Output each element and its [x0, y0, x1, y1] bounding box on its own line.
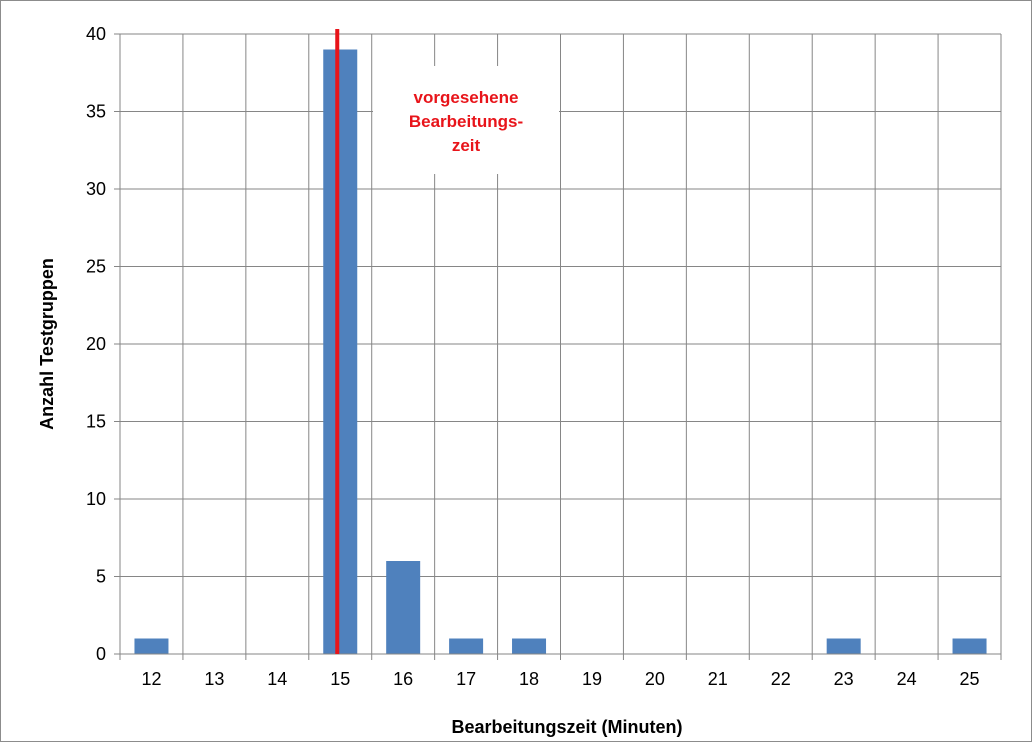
x-tick-label: 22 — [771, 669, 791, 689]
y-tick-label: 30 — [86, 179, 106, 199]
bar — [952, 638, 987, 654]
gridlines — [120, 33, 1002, 654]
bar — [449, 638, 484, 654]
annotation-line: Bearbeitungs- — [409, 112, 523, 131]
x-tick-labels: 12 13 14 15 16 17 18 19 20 21 22 23 24 25 — [141, 669, 979, 689]
x-tick-label: 25 — [960, 669, 980, 689]
x-tick-label: 12 — [141, 669, 161, 689]
x-tick-label: 13 — [204, 669, 224, 689]
x-tick-label: 16 — [393, 669, 413, 689]
y-tick-label: 40 — [86, 24, 106, 44]
x-tick-label: 14 — [267, 669, 287, 689]
annotation-line: vorgesehene — [414, 88, 519, 107]
y-axis-title: Anzahl Testgruppen — [37, 258, 57, 430]
x-tick-label: 21 — [708, 669, 728, 689]
y-tick-label: 0 — [96, 644, 106, 664]
annotation-background — [373, 66, 559, 174]
x-tick-label: 19 — [582, 669, 602, 689]
bar — [386, 561, 421, 654]
y-tick-label: 25 — [86, 257, 106, 277]
axes — [114, 33, 1002, 660]
bar — [134, 638, 169, 654]
x-tick-label: 20 — [645, 669, 665, 689]
y-tick-label: 35 — [86, 102, 106, 122]
y-tick-label: 20 — [86, 334, 106, 354]
x-tick-label: 17 — [456, 669, 476, 689]
bar — [512, 638, 547, 654]
y-tick-label: 5 — [96, 567, 106, 587]
bar — [826, 638, 861, 654]
x-axis-title: Bearbeitungszeit (Minuten) — [451, 717, 682, 737]
annotation: vorgesehene Bearbeitungs-zeit — [373, 66, 559, 174]
bar — [323, 49, 358, 654]
y-tick-label: 10 — [86, 489, 106, 509]
x-tick-label: 24 — [897, 669, 917, 689]
x-tick-label: 15 — [330, 669, 350, 689]
x-tick-label: 18 — [519, 669, 539, 689]
x-tick-label: 23 — [834, 669, 854, 689]
y-tick-label: 15 — [86, 412, 106, 432]
y-tick-labels: 0 5 10 15 20 25 30 35 40 — [86, 24, 106, 664]
annotation-line: zeit — [452, 136, 481, 155]
bars — [134, 49, 987, 654]
